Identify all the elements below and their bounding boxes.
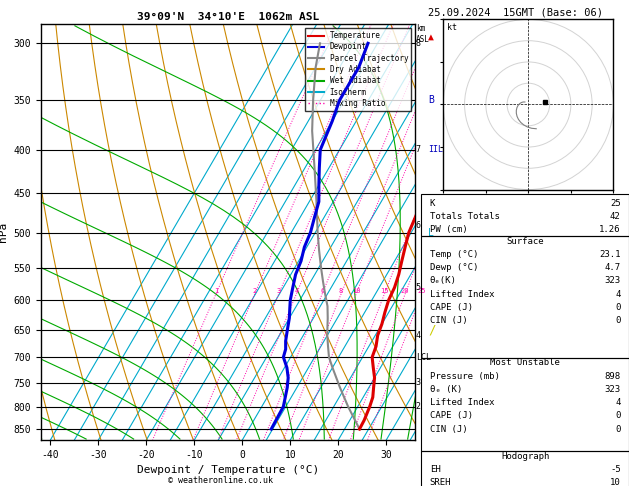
Text: 4.7: 4.7 [604, 263, 621, 272]
Text: K: K [430, 199, 435, 208]
Bar [421, 358, 629, 451]
Text: /: / [428, 323, 436, 336]
Text: 323: 323 [604, 277, 621, 285]
Text: 23.1: 23.1 [599, 250, 621, 259]
Text: © weatheronline.co.uk: © weatheronline.co.uk [168, 475, 272, 485]
Text: CAPE (J): CAPE (J) [430, 303, 473, 312]
Text: 8: 8 [416, 39, 421, 48]
Text: SREH: SREH [430, 478, 451, 486]
Text: 7: 7 [416, 145, 421, 155]
Y-axis label: hPa: hPa [0, 222, 8, 242]
Text: L: L [428, 227, 434, 238]
Text: Most Unstable: Most Unstable [490, 358, 560, 367]
Legend: Temperature, Dewpoint, Parcel Trajectory, Dry Adiabat, Wet Adiabat, Isotherm, Mi: Temperature, Dewpoint, Parcel Trajectory… [305, 28, 411, 111]
Bar [421, 236, 629, 358]
Text: 0: 0 [615, 316, 621, 325]
Text: Surface: Surface [506, 237, 544, 246]
Text: 4: 4 [416, 331, 421, 340]
Text: 4: 4 [615, 290, 621, 299]
Text: Dewp (°C): Dewp (°C) [430, 263, 478, 272]
Text: 5: 5 [416, 283, 421, 292]
Text: Lifted Index: Lifted Index [430, 398, 494, 407]
Text: Lifted Index: Lifted Index [430, 290, 494, 299]
Text: 15: 15 [380, 288, 389, 294]
Text: 25: 25 [610, 199, 621, 208]
Bar [421, 194, 629, 236]
Text: 4: 4 [294, 288, 299, 294]
Text: ▲: ▲ [428, 32, 434, 42]
Text: 6: 6 [320, 288, 325, 294]
Text: Hodograph: Hodograph [501, 451, 549, 461]
Text: 0: 0 [615, 425, 621, 434]
Text: 10: 10 [352, 288, 360, 294]
Text: 20: 20 [401, 288, 409, 294]
Text: 1.26: 1.26 [599, 226, 621, 234]
Bar [421, 451, 629, 486]
Text: 0: 0 [615, 411, 621, 420]
Text: 6: 6 [416, 221, 421, 229]
Text: CAPE (J): CAPE (J) [430, 411, 473, 420]
Text: CIN (J): CIN (J) [430, 425, 467, 434]
Text: km
ASL: km ASL [416, 24, 430, 44]
Text: 3: 3 [416, 378, 421, 387]
Text: -5: -5 [610, 465, 621, 474]
Text: 0: 0 [615, 303, 621, 312]
Text: LCL: LCL [416, 353, 431, 362]
Text: 42: 42 [610, 212, 621, 221]
Text: 4: 4 [615, 398, 621, 407]
Text: CIN (J): CIN (J) [430, 316, 467, 325]
Text: 2: 2 [416, 402, 421, 411]
Text: 25: 25 [417, 288, 426, 294]
Text: 898: 898 [604, 371, 621, 381]
Text: B: B [428, 95, 434, 105]
Text: kt: kt [447, 23, 457, 32]
Text: PW (cm): PW (cm) [430, 226, 467, 234]
Text: Totals Totals: Totals Totals [430, 212, 499, 221]
Text: 25.09.2024  15GMT (Base: 06): 25.09.2024 15GMT (Base: 06) [428, 7, 603, 17]
Text: Temp (°C): Temp (°C) [430, 250, 478, 259]
Title: 39°09'N  34°10'E  1062m ASL: 39°09'N 34°10'E 1062m ASL [137, 12, 319, 22]
Text: θₑ (K): θₑ (K) [430, 385, 462, 394]
Text: θₑ(K): θₑ(K) [430, 277, 457, 285]
Text: 1: 1 [214, 288, 218, 294]
Text: 2: 2 [253, 288, 257, 294]
Text: EH: EH [430, 465, 440, 474]
Text: 323: 323 [604, 385, 621, 394]
Text: 8: 8 [339, 288, 343, 294]
Text: 3: 3 [277, 288, 281, 294]
X-axis label: Dewpoint / Temperature (°C): Dewpoint / Temperature (°C) [137, 465, 319, 475]
Text: IIL: IIL [428, 145, 443, 155]
Text: Pressure (mb): Pressure (mb) [430, 371, 499, 381]
Text: 10: 10 [610, 478, 621, 486]
